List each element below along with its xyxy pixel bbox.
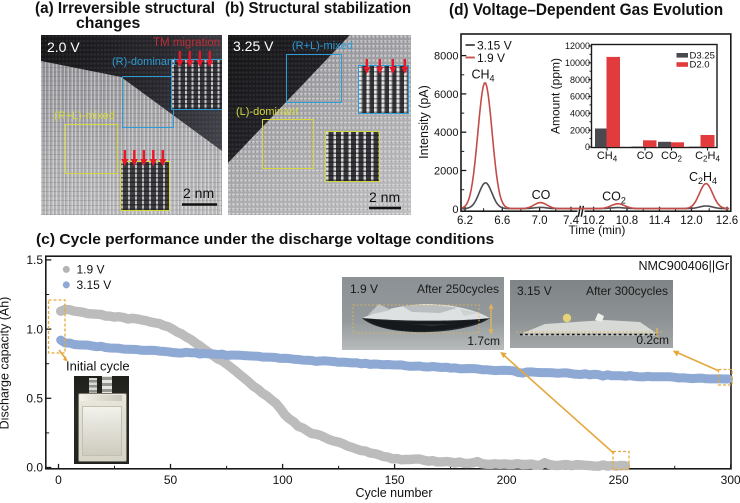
svg-text:0: 0 (452, 204, 458, 216)
svg-text:C2H4: C2H4 (695, 150, 720, 164)
svg-text:1.9 V: 1.9 V (477, 51, 505, 65)
svg-text:C2H4: C2H4 (689, 170, 717, 186)
svg-text:8000: 8000 (434, 51, 458, 63)
svg-text:CH4: CH4 (597, 150, 618, 164)
svg-text:250: 250 (609, 473, 629, 487)
svg-text:7.0: 7.0 (532, 215, 548, 227)
svg-text:150: 150 (385, 473, 405, 487)
svg-text:300: 300 (721, 473, 740, 487)
svg-text:0.0: 0.0 (26, 461, 43, 475)
svg-text:6000: 6000 (434, 89, 458, 101)
svg-text:Initial cycle: Initial cycle (66, 359, 130, 374)
svg-text:2000: 2000 (434, 166, 458, 178)
svg-text:Intensity (pA): Intensity (pA) (417, 85, 431, 159)
svg-text:12000: 12000 (565, 41, 590, 51)
svg-text:100: 100 (273, 473, 293, 487)
svg-text:Amount (ppm): Amount (ppm) (549, 58, 563, 134)
svg-text:CO2: CO2 (602, 190, 626, 206)
svg-text:50: 50 (164, 473, 178, 487)
svg-text:200: 200 (497, 473, 517, 487)
svg-text:D2.0: D2.0 (690, 60, 710, 71)
svg-text:NMC900406||Gr: NMC900406||Gr (638, 259, 729, 273)
svg-text:2000: 2000 (570, 125, 590, 135)
svg-text:7.4: 7.4 (563, 215, 580, 227)
svg-text:D3.25: D3.25 (690, 51, 715, 62)
svg-text:1.0: 1.0 (26, 322, 43, 336)
svg-text:4000: 4000 (570, 109, 590, 119)
svg-text:8000: 8000 (570, 75, 590, 85)
svg-text:3.15 V: 3.15 V (477, 38, 512, 52)
svg-text:10.2: 10.2 (582, 215, 604, 227)
svg-text:Cycle number: Cycle number (355, 486, 432, 500)
svg-text:Time (min): Time (min) (569, 223, 626, 237)
svg-text:6.2: 6.2 (457, 215, 473, 227)
svg-text:4000: 4000 (434, 127, 458, 139)
svg-text:0: 0 (585, 142, 590, 152)
svg-text:11.4: 11.4 (649, 215, 671, 227)
svg-text:3.15 V: 3.15 V (77, 278, 112, 292)
svg-text:12.0: 12.0 (680, 215, 702, 227)
svg-text:CO: CO (637, 150, 654, 162)
svg-text:CO2: CO2 (661, 150, 683, 164)
svg-text:12.6: 12.6 (716, 215, 738, 227)
svg-text:10.8: 10.8 (616, 215, 638, 227)
svg-text:0.5: 0.5 (26, 392, 43, 406)
svg-text:CO: CO (532, 188, 551, 202)
svg-text:6000: 6000 (570, 92, 590, 102)
svg-text:1.5: 1.5 (26, 253, 43, 267)
svg-text:CH4: CH4 (471, 68, 494, 84)
svg-text:Discharge capacity (Ah): Discharge capacity (Ah) (0, 297, 12, 430)
svg-text:6.6: 6.6 (494, 215, 510, 227)
svg-text:1.9 V: 1.9 V (77, 263, 105, 277)
svg-text:10000: 10000 (565, 58, 590, 68)
svg-text:0: 0 (55, 473, 62, 487)
